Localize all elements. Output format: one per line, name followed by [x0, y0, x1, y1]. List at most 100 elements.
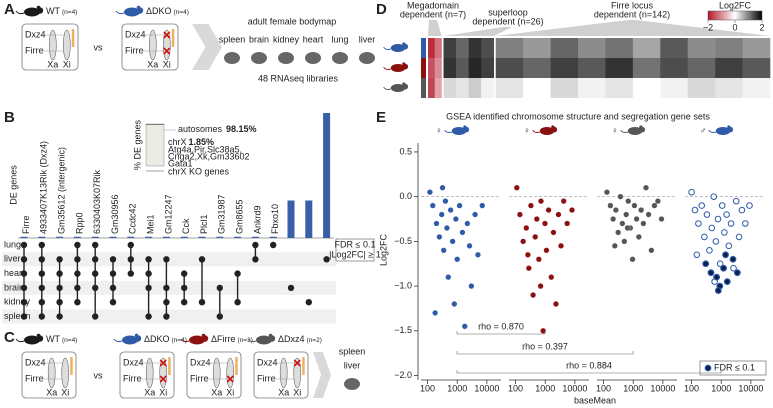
point: [569, 207, 575, 214]
matrix-dot: [92, 313, 99, 320]
group-label: dependent (n=142): [594, 9, 670, 19]
inset-y-label: % DE genes: [132, 119, 142, 170]
set-label: heart: [4, 268, 25, 278]
point: [533, 216, 540, 222]
point: [742, 220, 749, 227]
group-label: dependent (n=7): [400, 9, 466, 19]
matrix-dot: [74, 241, 81, 249]
point: [449, 238, 456, 245]
tissue-label: spleen: [339, 346, 366, 356]
point: [426, 189, 433, 196]
point: [560, 198, 567, 205]
genotype-name: ΔDKO: [146, 6, 172, 16]
y-axis-label: DE genes: [8, 165, 18, 205]
heat-cell: [687, 38, 716, 58]
point: [732, 197, 740, 205]
matrix-dot: [74, 256, 81, 263]
point: [730, 264, 737, 272]
cell-label: Dxz4: [257, 357, 278, 367]
mouse-ear: [36, 333, 41, 338]
heat-cell: [742, 78, 771, 98]
heat-cell: [578, 38, 606, 58]
cell-label: Firre: [25, 373, 44, 383]
heat-cell: [456, 78, 469, 98]
matrix-dot: [287, 284, 295, 292]
genotype-label: ΔDKO (n=4): [144, 334, 187, 344]
mouse-ear: [727, 125, 731, 129]
point: [438, 211, 445, 218]
point: [625, 198, 632, 205]
matrix-dot: [92, 270, 99, 277]
matrix-dot: [38, 270, 45, 277]
mouse-ear: [639, 125, 643, 129]
mouse-icon: [247, 333, 276, 345]
colorbar-tick-label: 0: [732, 22, 737, 32]
bar: [162, 236, 170, 238]
deletion-cross: [163, 31, 171, 39]
mouse-icon: [15, 5, 44, 17]
y-tick-label: −1.5: [394, 325, 412, 335]
sex-symbol: ♀: [436, 125, 443, 135]
mouse-icon: [180, 333, 209, 345]
mouse-ear: [402, 82, 406, 86]
heat-cell: [578, 58, 606, 78]
xi-mark: [302, 357, 305, 375]
point: [447, 207, 454, 214]
point: [698, 202, 706, 209]
heat-cell: [434, 58, 442, 78]
point: [718, 202, 726, 209]
point: [619, 220, 626, 227]
bar: [56, 236, 64, 238]
bar: [216, 236, 224, 238]
matrix-dot: [92, 256, 99, 263]
point: [439, 184, 446, 191]
matrix-dot: [216, 284, 223, 292]
xi-mark: [71, 29, 75, 47]
heat-cell: [715, 58, 743, 78]
genotype-label: WT (n=4): [46, 334, 77, 344]
heat-cell: [428, 38, 436, 58]
x-tick-label: 1000: [535, 383, 555, 393]
cell-label: Dxz4: [25, 357, 46, 367]
mouse-ear: [134, 333, 139, 338]
point: [707, 269, 715, 277]
point: [479, 202, 486, 209]
genotype-n: (n=4): [62, 337, 77, 344]
category-label: Mei1: [145, 214, 155, 234]
point: [640, 220, 647, 227]
point: [617, 193, 624, 200]
x-tick-label: 10000: [474, 383, 499, 393]
chromosome-xa: [47, 357, 56, 389]
heat-cell: [687, 58, 716, 78]
correlation-bracket: [456, 331, 546, 335]
colorbar-title: Log2FC: [719, 0, 752, 10]
category-label: Gm30956: [110, 194, 120, 234]
deletion-cross: [293, 359, 301, 367]
mouse-ear: [36, 5, 41, 10]
matrix-dot: [20, 241, 28, 249]
point: [721, 229, 728, 236]
matrix-dot: [56, 299, 63, 306]
mouse-tail: [180, 338, 190, 343]
organ-icon: [278, 52, 294, 64]
point: [735, 233, 743, 241]
x-tick-label: 100: [596, 383, 611, 393]
tissue-label: lung: [331, 34, 348, 44]
tissue-label: liver: [359, 34, 376, 44]
inset-genes: Atg4a,Pir,Slc38a5,: [168, 144, 242, 154]
heat-cell: [715, 38, 743, 58]
group-label: dependent (n=26): [472, 16, 543, 26]
point: [516, 211, 523, 218]
point: [513, 184, 520, 191]
matrix-dot: [145, 270, 152, 277]
point: [461, 323, 468, 330]
point: [433, 220, 440, 227]
correlation-label: rho = 0.870: [478, 321, 524, 331]
xi-mark: [235, 357, 238, 375]
point: [648, 247, 655, 254]
matrix-dot: [74, 284, 81, 292]
heat-cell: [456, 38, 469, 58]
category-label: Gm8655: [234, 199, 244, 234]
